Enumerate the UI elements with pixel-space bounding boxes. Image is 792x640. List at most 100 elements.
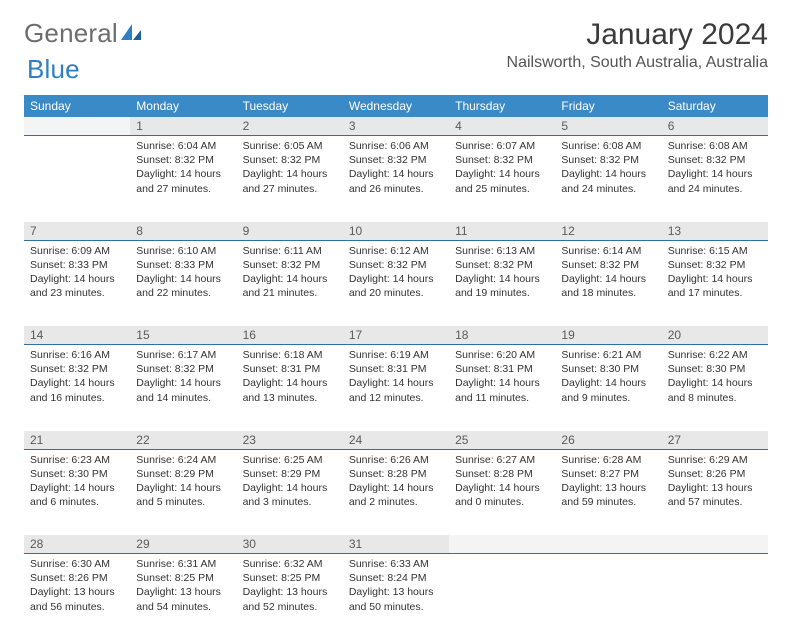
daylight-text: Daylight: 14 hours and 27 minutes. bbox=[136, 167, 230, 195]
day-number-cell: 5 bbox=[555, 117, 661, 136]
day-content-cell: Sunrise: 6:25 AMSunset: 8:29 PMDaylight:… bbox=[237, 449, 343, 535]
day-content-cell: Sunrise: 6:31 AMSunset: 8:25 PMDaylight:… bbox=[130, 554, 236, 640]
logo-sail-icon bbox=[120, 22, 142, 42]
day-number-cell: 7 bbox=[24, 222, 130, 241]
calendar-page: General January 2024 Nailsworth, South A… bbox=[0, 0, 792, 640]
day-number-cell: 28 bbox=[24, 535, 130, 554]
sunset-text: Sunset: 8:30 PM bbox=[30, 467, 124, 481]
sunrise-text: Sunrise: 6:08 AM bbox=[561, 139, 655, 153]
sunrise-text: Sunrise: 6:10 AM bbox=[136, 244, 230, 258]
daylight-text: Daylight: 14 hours and 26 minutes. bbox=[349, 167, 443, 195]
day-number-row: 14151617181920 bbox=[24, 326, 768, 345]
sunrise-text: Sunrise: 6:07 AM bbox=[455, 139, 549, 153]
day-content-cell: Sunrise: 6:11 AMSunset: 8:32 PMDaylight:… bbox=[237, 240, 343, 326]
day-content-cell: Sunrise: 6:27 AMSunset: 8:28 PMDaylight:… bbox=[449, 449, 555, 535]
sunset-text: Sunset: 8:30 PM bbox=[561, 362, 655, 376]
day-number-cell bbox=[555, 535, 661, 554]
sunrise-text: Sunrise: 6:15 AM bbox=[668, 244, 762, 258]
daylight-text: Daylight: 14 hours and 9 minutes. bbox=[561, 376, 655, 404]
sunset-text: Sunset: 8:27 PM bbox=[561, 467, 655, 481]
day-content-cell: Sunrise: 6:19 AMSunset: 8:31 PMDaylight:… bbox=[343, 345, 449, 431]
day-content-cell bbox=[449, 554, 555, 640]
day-content-cell: Sunrise: 6:18 AMSunset: 8:31 PMDaylight:… bbox=[237, 345, 343, 431]
day-number-row: 78910111213 bbox=[24, 222, 768, 241]
sunrise-text: Sunrise: 6:33 AM bbox=[349, 557, 443, 571]
sunset-text: Sunset: 8:28 PM bbox=[349, 467, 443, 481]
daylight-text: Daylight: 14 hours and 0 minutes. bbox=[455, 481, 549, 509]
day-content-cell: Sunrise: 6:04 AMSunset: 8:32 PMDaylight:… bbox=[130, 136, 236, 222]
month-title: January 2024 bbox=[507, 18, 768, 52]
day-content-cell: Sunrise: 6:28 AMSunset: 8:27 PMDaylight:… bbox=[555, 449, 661, 535]
day-number-cell: 12 bbox=[555, 222, 661, 241]
sunrise-text: Sunrise: 6:14 AM bbox=[561, 244, 655, 258]
sunset-text: Sunset: 8:33 PM bbox=[136, 258, 230, 272]
sunset-text: Sunset: 8:30 PM bbox=[668, 362, 762, 376]
daylight-text: Daylight: 13 hours and 50 minutes. bbox=[349, 585, 443, 613]
sunrise-text: Sunrise: 6:30 AM bbox=[30, 557, 124, 571]
daylight-text: Daylight: 14 hours and 3 minutes. bbox=[243, 481, 337, 509]
sunset-text: Sunset: 8:32 PM bbox=[136, 153, 230, 167]
sunrise-text: Sunrise: 6:19 AM bbox=[349, 348, 443, 362]
daylight-text: Daylight: 14 hours and 27 minutes. bbox=[243, 167, 337, 195]
daylight-text: Daylight: 14 hours and 13 minutes. bbox=[243, 376, 337, 404]
sunset-text: Sunset: 8:32 PM bbox=[455, 153, 549, 167]
daylight-text: Daylight: 14 hours and 23 minutes. bbox=[30, 272, 124, 300]
sunrise-text: Sunrise: 6:04 AM bbox=[136, 139, 230, 153]
sunset-text: Sunset: 8:25 PM bbox=[136, 571, 230, 585]
sunset-text: Sunset: 8:29 PM bbox=[243, 467, 337, 481]
sunrise-text: Sunrise: 6:27 AM bbox=[455, 453, 549, 467]
sunset-text: Sunset: 8:31 PM bbox=[243, 362, 337, 376]
daylight-text: Daylight: 14 hours and 8 minutes. bbox=[668, 376, 762, 404]
daylight-text: Daylight: 14 hours and 5 minutes. bbox=[136, 481, 230, 509]
day-content-cell: Sunrise: 6:15 AMSunset: 8:32 PMDaylight:… bbox=[662, 240, 768, 326]
day-content-row: Sunrise: 6:04 AMSunset: 8:32 PMDaylight:… bbox=[24, 136, 768, 222]
day-content-cell: Sunrise: 6:17 AMSunset: 8:32 PMDaylight:… bbox=[130, 345, 236, 431]
sunrise-text: Sunrise: 6:28 AM bbox=[561, 453, 655, 467]
daylight-text: Daylight: 14 hours and 19 minutes. bbox=[455, 272, 549, 300]
day-number-cell bbox=[24, 117, 130, 136]
sunrise-text: Sunrise: 6:08 AM bbox=[668, 139, 762, 153]
sunrise-text: Sunrise: 6:21 AM bbox=[561, 348, 655, 362]
sunset-text: Sunset: 8:32 PM bbox=[136, 362, 230, 376]
day-content-cell: Sunrise: 6:26 AMSunset: 8:28 PMDaylight:… bbox=[343, 449, 449, 535]
logo-word-1: General bbox=[24, 18, 118, 49]
sunrise-text: Sunrise: 6:29 AM bbox=[668, 453, 762, 467]
daylight-text: Daylight: 14 hours and 6 minutes. bbox=[30, 481, 124, 509]
sunset-text: Sunset: 8:32 PM bbox=[668, 258, 762, 272]
day-number-cell: 19 bbox=[555, 326, 661, 345]
day-content-cell: Sunrise: 6:07 AMSunset: 8:32 PMDaylight:… bbox=[449, 136, 555, 222]
day-content-cell: Sunrise: 6:06 AMSunset: 8:32 PMDaylight:… bbox=[343, 136, 449, 222]
daylight-text: Daylight: 14 hours and 24 minutes. bbox=[668, 167, 762, 195]
day-number-cell bbox=[449, 535, 555, 554]
daylight-text: Daylight: 14 hours and 17 minutes. bbox=[668, 272, 762, 300]
day-content-row: Sunrise: 6:09 AMSunset: 8:33 PMDaylight:… bbox=[24, 240, 768, 326]
daylight-text: Daylight: 13 hours and 57 minutes. bbox=[668, 481, 762, 509]
logo-word-2: Blue bbox=[27, 54, 80, 85]
sunrise-text: Sunrise: 6:05 AM bbox=[243, 139, 337, 153]
day-content-cell: Sunrise: 6:08 AMSunset: 8:32 PMDaylight:… bbox=[662, 136, 768, 222]
location-text: Nailsworth, South Australia, Australia bbox=[507, 54, 768, 72]
day-content-cell: Sunrise: 6:13 AMSunset: 8:32 PMDaylight:… bbox=[449, 240, 555, 326]
day-number-cell: 14 bbox=[24, 326, 130, 345]
day-number-cell: 21 bbox=[24, 431, 130, 450]
weekday-header: Sunday bbox=[24, 95, 130, 117]
day-number-cell: 3 bbox=[343, 117, 449, 136]
day-number-cell: 10 bbox=[343, 222, 449, 241]
sunset-text: Sunset: 8:33 PM bbox=[30, 258, 124, 272]
day-number-cell: 31 bbox=[343, 535, 449, 554]
sunrise-text: Sunrise: 6:11 AM bbox=[243, 244, 337, 258]
day-content-cell bbox=[555, 554, 661, 640]
daylight-text: Daylight: 14 hours and 16 minutes. bbox=[30, 376, 124, 404]
sunset-text: Sunset: 8:32 PM bbox=[561, 258, 655, 272]
day-content-cell: Sunrise: 6:24 AMSunset: 8:29 PMDaylight:… bbox=[130, 449, 236, 535]
sunset-text: Sunset: 8:28 PM bbox=[455, 467, 549, 481]
day-number-cell: 18 bbox=[449, 326, 555, 345]
day-content-cell: Sunrise: 6:20 AMSunset: 8:31 PMDaylight:… bbox=[449, 345, 555, 431]
day-number-cell: 16 bbox=[237, 326, 343, 345]
day-number-cell: 22 bbox=[130, 431, 236, 450]
day-content-row: Sunrise: 6:30 AMSunset: 8:26 PMDaylight:… bbox=[24, 554, 768, 640]
daylight-text: Daylight: 14 hours and 2 minutes. bbox=[349, 481, 443, 509]
daylight-text: Daylight: 14 hours and 22 minutes. bbox=[136, 272, 230, 300]
day-content-cell: Sunrise: 6:30 AMSunset: 8:26 PMDaylight:… bbox=[24, 554, 130, 640]
daylight-text: Daylight: 14 hours and 25 minutes. bbox=[455, 167, 549, 195]
